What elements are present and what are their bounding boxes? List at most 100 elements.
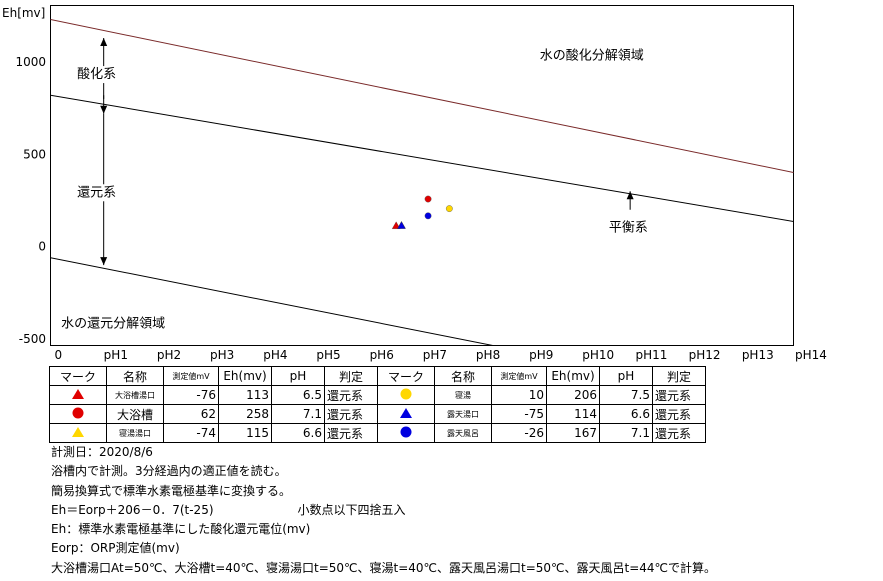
annotation-label: 平衡系 [609, 220, 648, 235]
name-cell: 大浴槽湯口 [106, 385, 164, 405]
table-row: 大浴槽 62 258 7.1 還元系 露天湯口 -75 114 6.6 還元系 [49, 404, 706, 424]
marker-cell [377, 385, 435, 405]
x-tick-label: pH7 [423, 348, 447, 362]
eh-cell: 115 [218, 423, 272, 443]
y-tick-label: 1000 [15, 55, 46, 69]
ph-cell: 6.5 [271, 385, 325, 405]
blue-triangle-icon [400, 407, 412, 418]
x-tick-label: pH9 [529, 348, 553, 362]
data-point [424, 212, 432, 220]
blue-circle-icon [400, 426, 412, 437]
ph-cell: 6.6 [599, 404, 653, 424]
name-cell: 露天風呂 [434, 423, 492, 443]
column-header: Eh(mv) [218, 366, 272, 386]
red-circle-icon [72, 407, 84, 418]
yellow-triangle-icon [72, 426, 84, 437]
judge-cell: 還元系 [652, 423, 706, 443]
column-header: Eh(mv) [546, 366, 600, 386]
red-triangle-icon [72, 388, 84, 399]
marker-cell [377, 423, 435, 443]
measured-cell: -74 [163, 423, 219, 443]
judge-cell: 還元系 [324, 404, 378, 424]
eh-cell: 114 [546, 404, 600, 424]
judge-cell: 還元系 [652, 385, 706, 405]
eh-cell: 258 [218, 404, 272, 424]
marker-cell [49, 423, 107, 443]
arrow-head [100, 37, 108, 46]
eh-cell: 113 [218, 385, 272, 405]
column-header: pH [599, 366, 653, 386]
x-tick-label: pH8 [476, 348, 500, 362]
x-tick-label: pH4 [263, 348, 287, 362]
column-header: マーク [49, 366, 107, 386]
name-cell: 露天湯口 [434, 404, 492, 424]
annotation-label: 水の酸化分解領域 [540, 48, 644, 64]
judge-cell: 還元系 [324, 385, 378, 405]
x-tick-label: pH6 [370, 348, 394, 362]
note-line: 浴槽内で計測。3分経過内の適正値を読む。 [51, 464, 287, 479]
ph-cell: 7.1 [599, 423, 653, 443]
results-table: マーク 名称 測定値mV Eh(mv) pH 判定 マーク 名称 測定値mV E… [49, 366, 706, 443]
x-tick-label: pH12 [689, 348, 721, 362]
judge-cell: 還元系 [324, 423, 378, 443]
x-tick-label: pH11 [635, 348, 667, 362]
annotation-label: 水の還元分解領域 [61, 315, 165, 331]
eh-cell: 167 [546, 423, 600, 443]
measured-cell: 62 [163, 404, 219, 424]
plot-frame [50, 5, 794, 346]
name-cell: 寝湯湯口 [106, 423, 164, 443]
eh-cell: 206 [546, 385, 600, 405]
notes-block: 計測日：2020/8/6 浴槽内で計測。3分経過内の適正値を読む。 簡易換算式で… [51, 443, 716, 578]
column-header: 測定値mV [491, 366, 547, 386]
column-header: 名称 [434, 366, 492, 386]
column-header: 判定 [652, 366, 706, 386]
x-tick-label: pH2 [157, 348, 181, 362]
column-header: マーク [377, 366, 435, 386]
x-tick-label: pH14 [795, 348, 827, 362]
ph-cell: 7.1 [271, 404, 325, 424]
label-background [75, 184, 119, 202]
table-row: 寝湯湯口 -74 115 6.6 還元系 露天風呂 -26 167 7.1 還元… [49, 423, 706, 443]
column-header: pH [271, 366, 325, 386]
note-line: Eorp：ORP測定値(mv) [51, 541, 180, 556]
name-cell: 大浴槽 [106, 404, 164, 424]
measured-cell: 10 [491, 385, 547, 405]
x-tick-label: 0 [55, 348, 63, 362]
annotation-label: 酸化系 [77, 67, 116, 82]
column-header: 判定 [324, 366, 378, 386]
oxidation-limit-line [50, 19, 794, 174]
annotation-label: 還元系 [77, 185, 116, 200]
marker-cell [49, 404, 107, 424]
arrow-head [100, 105, 108, 114]
marker-cell [377, 404, 435, 424]
table-header-row: マーク 名称 測定値mV Eh(mv) pH 判定 マーク 名称 測定値mV E… [49, 366, 706, 386]
formula-line: Eh＝Eorp＋206－0．7(t-25) 小数点以下四捨五入 [51, 502, 406, 517]
arrow-head [626, 191, 634, 200]
x-tick-label: pH1 [104, 348, 128, 362]
x-tick-label: pH10 [582, 348, 614, 362]
measured-cell: -26 [491, 423, 547, 443]
ph-cell: 6.6 [271, 423, 325, 443]
note-line: Eh：標準水素電極基準にした酸化還元電位(mv) [51, 522, 311, 537]
x-tick-label: pH3 [210, 348, 234, 362]
eh-ph-chart: 1000 500 0 -500 0 pH1 pH2 pH3 pH4 pH5 pH6 pH7 pH8 pH… [2, 5, 827, 362]
data-point [397, 221, 406, 229]
label-background [75, 66, 119, 84]
table-row: 大浴槽湯口 -76 113 6.5 還元系 寝湯 10 206 7.5 還元系 [49, 385, 706, 405]
name-cell: 寝湯 [434, 385, 492, 405]
data-point [445, 205, 453, 213]
measured-cell: -76 [163, 385, 219, 405]
ph-cell: 7.5 [599, 385, 653, 405]
data-point [424, 195, 432, 203]
y-tick-label: 0 [38, 240, 46, 254]
column-header: 名称 [106, 366, 164, 386]
measured-cell: -75 [491, 404, 547, 424]
reduction-limit-line [50, 257, 496, 346]
temperature-note: 大浴槽湯口At=50℃、大浴槽t=40℃、寝湯湯口t=50℃、寝湯t=40℃、露… [51, 560, 717, 575]
measurement-date: 計測日：2020/8/6 [51, 445, 153, 459]
y-axis-label: Eh[mv] [2, 6, 45, 20]
y-tick-label: -500 [19, 332, 46, 346]
arrow-head [100, 257, 108, 266]
x-tick-label: pH5 [316, 348, 340, 362]
column-header: 測定値mV [163, 366, 219, 386]
